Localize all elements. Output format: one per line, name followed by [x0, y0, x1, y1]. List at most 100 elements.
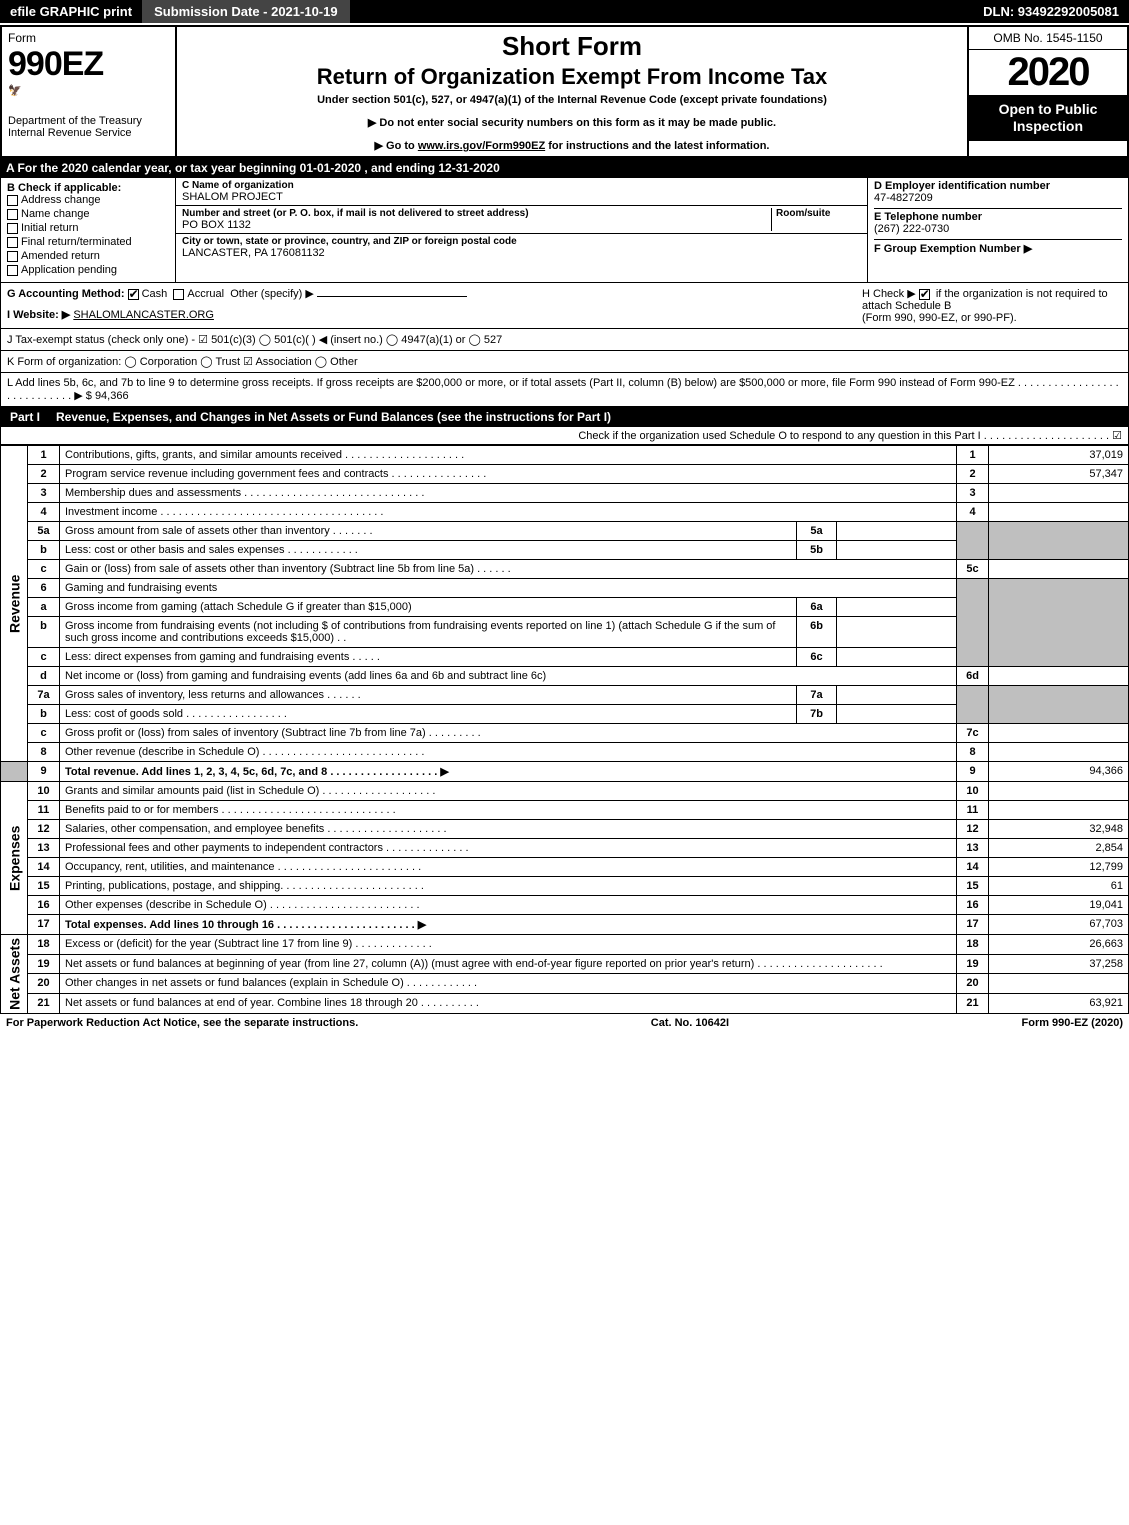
line-desc: Net assets or fund balances at end of ye… [60, 994, 957, 1014]
line-ref: 11 [957, 801, 989, 820]
org-info-block: B Check if applicable: Address change Na… [0, 178, 1129, 283]
table-row: 2Program service revenue including gover… [1, 465, 1129, 484]
initial-return-checkbox[interactable] [7, 223, 18, 234]
line-value: 19,041 [989, 896, 1129, 915]
line-number: 16 [28, 896, 60, 915]
box-b-header: B Check if applicable: [7, 182, 169, 194]
form-subtitle: Under section 501(c), 527, or 4947(a)(1)… [185, 94, 959, 106]
line-desc: Less: cost of goods sold . . . . . . . .… [60, 705, 797, 724]
irs-link[interactable]: www.irs.gov/Form990EZ [418, 140, 545, 152]
form-header-center: Short Form Return of Organization Exempt… [177, 27, 967, 156]
line-value [989, 560, 1129, 579]
sub-line-value [837, 541, 957, 560]
line-desc: Gross profit or (loss) from sales of inv… [60, 724, 957, 743]
table-row: 16Other expenses (describe in Schedule O… [1, 896, 1129, 915]
line-value [989, 484, 1129, 503]
line-desc: Grants and similar amounts paid (list in… [60, 782, 957, 801]
address-change-checkbox[interactable] [7, 195, 18, 206]
telephone-label: E Telephone number [874, 208, 1122, 223]
city-value: LANCASTER, PA 176081132 [182, 247, 861, 259]
accrual-checkbox[interactable] [173, 289, 184, 300]
part-1-label: Part I [6, 410, 44, 424]
line-ref: 18 [957, 935, 989, 955]
other-specify-input[interactable] [317, 296, 467, 297]
form-number: 990EZ [8, 45, 103, 83]
efile-print-button[interactable]: efile GRAPHIC print [0, 0, 144, 23]
box-b: B Check if applicable: Address change Na… [1, 178, 176, 282]
form-of-organization: K Form of organization: ◯ Corporation ◯ … [0, 351, 1129, 373]
line-value [989, 503, 1129, 522]
line-value [989, 782, 1129, 801]
schedule-o-check-line: Check if the organization used Schedule … [0, 427, 1129, 445]
line-value: 61 [989, 877, 1129, 896]
open-public-label: Open to Public [973, 101, 1123, 118]
cash-checkbox[interactable] [128, 289, 139, 300]
amended-return-checkbox[interactable] [7, 251, 18, 262]
gh-block: G Accounting Method: Cash Accrual Other … [0, 283, 1129, 329]
sub-line-value [837, 686, 957, 705]
website-value[interactable]: SHALOMLANCASTER.ORG [73, 309, 214, 321]
accounting-method-label: G Accounting Method: [7, 288, 125, 300]
net-assets-side-label: Net Assets [1, 935, 28, 1014]
line-desc: Gain or (loss) from sale of assets other… [60, 560, 957, 579]
line-desc: Less: direct expenses from gaming and fu… [60, 648, 797, 667]
ein-label: D Employer identification number [874, 180, 1122, 192]
ein-value: 47-4827209 [874, 192, 1122, 204]
group-exemption-label: F Group Exemption Number ▶ [874, 239, 1122, 255]
grey-cell [957, 579, 989, 667]
table-row: Expenses 10Grants and similar amounts pa… [1, 782, 1129, 801]
line-desc: Gross income from gaming (attach Schedul… [60, 598, 797, 617]
pra-notice: For Paperwork Reduction Act Notice, see … [6, 1017, 358, 1029]
address-change-label: Address change [21, 194, 101, 206]
line-number: 8 [28, 743, 60, 762]
part-1-table: Revenue 1 Contributions, gifts, grants, … [0, 445, 1129, 1014]
line-desc: Benefits paid to or for members . . . . … [60, 801, 957, 820]
application-pending-checkbox[interactable] [7, 265, 18, 276]
cat-number: Cat. No. 10642I [651, 1017, 729, 1029]
line-number: 21 [28, 994, 60, 1014]
line-number: 11 [28, 801, 60, 820]
org-name-header: C Name of organization [182, 180, 861, 191]
line-ref: 14 [957, 858, 989, 877]
line-value [989, 743, 1129, 762]
line-ref: 7c [957, 724, 989, 743]
table-row: 15Printing, publications, postage, and s… [1, 877, 1129, 896]
table-row: 11Benefits paid to or for members . . . … [1, 801, 1129, 820]
line-desc: Other expenses (describe in Schedule O) … [60, 896, 957, 915]
line-number: 13 [28, 839, 60, 858]
line-desc: Membership dues and assessments . . . . … [60, 484, 957, 503]
line-value: 63,921 [989, 994, 1129, 1014]
inspection-label: Inspection [973, 118, 1123, 135]
telephone-value: (267) 222-0730 [874, 223, 1122, 235]
final-return-checkbox[interactable] [7, 237, 18, 248]
table-row: 21Net assets or fund balances at end of … [1, 994, 1129, 1014]
line-ref: 1 [957, 446, 989, 465]
line-desc: Other changes in net assets or fund bala… [60, 974, 957, 994]
line-value: 37,019 [989, 446, 1129, 465]
table-row: 7aGross sales of inventory, less returns… [1, 686, 1129, 705]
short-form-title: Short Form [185, 31, 959, 62]
sub-line-value [837, 617, 957, 648]
line-number: 7a [28, 686, 60, 705]
line-desc: Net income or (loss) from gaming and fun… [60, 667, 957, 686]
website-label: I Website: ▶ [7, 309, 70, 321]
revenue-side-label: Revenue [1, 446, 28, 762]
grey-cell [989, 522, 1129, 560]
line-ref: 19 [957, 954, 989, 974]
schedule-b-checkbox[interactable] [919, 289, 930, 300]
sub-line-ref: 7b [797, 705, 837, 724]
other-specify-label: Other (specify) ▶ [230, 288, 314, 300]
org-name-value: SHALOM PROJECT [182, 191, 861, 203]
name-change-checkbox[interactable] [7, 209, 18, 220]
line-number: b [28, 541, 60, 560]
line-number: 12 [28, 820, 60, 839]
line-number: c [28, 648, 60, 667]
line-ref: 4 [957, 503, 989, 522]
form-label: Form [8, 31, 36, 45]
line-desc: Less: cost or other basis and sales expe… [60, 541, 797, 560]
line-desc: Gross income from fundraising events (no… [60, 617, 797, 648]
line-ref: 6d [957, 667, 989, 686]
line-ref: 8 [957, 743, 989, 762]
line-ref: 16 [957, 896, 989, 915]
h-check-prefix: H Check ▶ [862, 288, 916, 300]
